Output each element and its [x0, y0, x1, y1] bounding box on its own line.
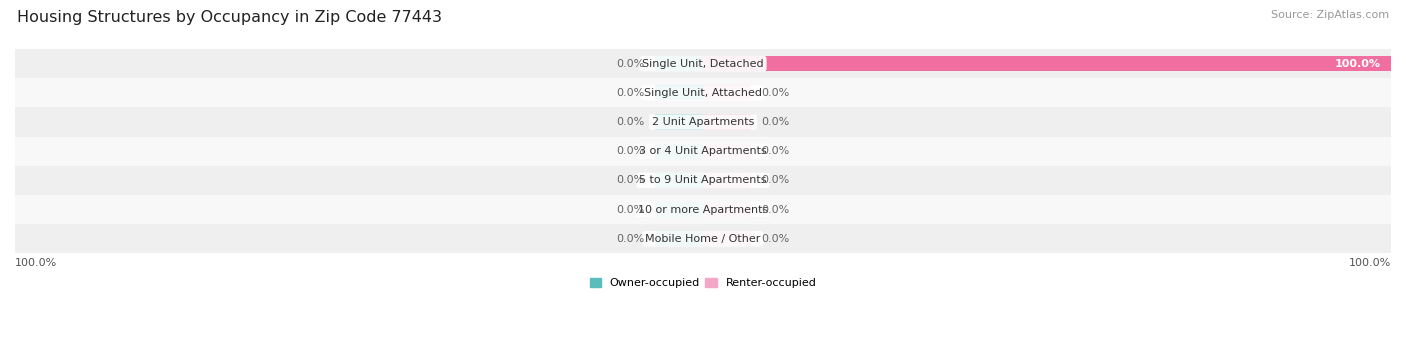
Text: 0.0%: 0.0% — [616, 88, 644, 98]
Text: 100.0%: 100.0% — [15, 258, 58, 268]
Bar — [703, 202, 751, 217]
Text: 0.0%: 0.0% — [762, 205, 790, 214]
Text: Single Unit, Detached: Single Unit, Detached — [643, 59, 763, 69]
Text: Single Unit, Attached: Single Unit, Attached — [644, 88, 762, 98]
Text: Mobile Home / Other: Mobile Home / Other — [645, 234, 761, 244]
Bar — [655, 85, 703, 101]
Text: 5 to 9 Unit Apartments: 5 to 9 Unit Apartments — [640, 175, 766, 186]
Bar — [703, 231, 751, 246]
Bar — [703, 173, 751, 188]
Bar — [703, 85, 751, 101]
Text: 0.0%: 0.0% — [762, 175, 790, 186]
Text: 0.0%: 0.0% — [616, 175, 644, 186]
Text: 3 or 4 Unit Apartments: 3 or 4 Unit Apartments — [640, 146, 766, 156]
Bar — [15, 166, 1391, 195]
Bar — [703, 144, 751, 159]
Text: 2 Unit Apartments: 2 Unit Apartments — [652, 117, 754, 127]
Text: 0.0%: 0.0% — [616, 117, 644, 127]
Text: 0.0%: 0.0% — [616, 234, 644, 244]
Bar — [15, 78, 1391, 107]
Bar — [655, 202, 703, 217]
Bar — [703, 56, 1391, 71]
Bar — [15, 137, 1391, 166]
Legend: Owner-occupied, Renter-occupied: Owner-occupied, Renter-occupied — [585, 273, 821, 293]
Text: 10 or more Apartments: 10 or more Apartments — [638, 205, 768, 214]
Text: 100.0%: 100.0% — [1334, 59, 1381, 69]
Bar — [703, 115, 751, 130]
Bar — [655, 115, 703, 130]
Bar — [655, 144, 703, 159]
Text: 0.0%: 0.0% — [762, 117, 790, 127]
Text: 0.0%: 0.0% — [762, 88, 790, 98]
Bar — [655, 231, 703, 246]
Bar — [655, 56, 703, 71]
Bar — [15, 107, 1391, 137]
Text: 0.0%: 0.0% — [616, 59, 644, 69]
Text: 0.0%: 0.0% — [762, 146, 790, 156]
Text: Housing Structures by Occupancy in Zip Code 77443: Housing Structures by Occupancy in Zip C… — [17, 10, 441, 25]
Bar — [15, 49, 1391, 78]
Bar — [15, 224, 1391, 253]
Text: 0.0%: 0.0% — [762, 234, 790, 244]
Text: 0.0%: 0.0% — [616, 205, 644, 214]
Bar — [655, 173, 703, 188]
Text: 0.0%: 0.0% — [616, 146, 644, 156]
Text: 100.0%: 100.0% — [1348, 258, 1391, 268]
Bar — [15, 195, 1391, 224]
Text: Source: ZipAtlas.com: Source: ZipAtlas.com — [1271, 10, 1389, 20]
